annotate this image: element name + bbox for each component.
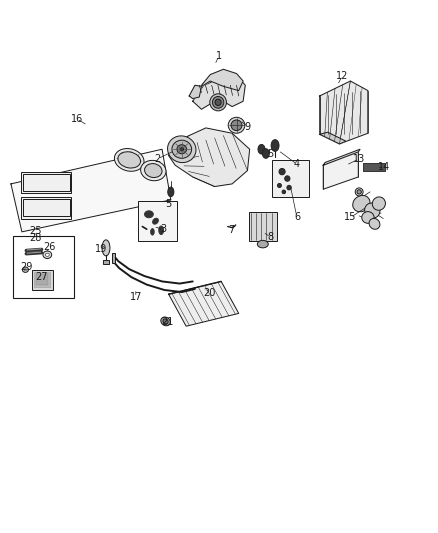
Ellipse shape [159,226,163,235]
Ellipse shape [24,269,27,271]
Text: 16: 16 [71,114,83,124]
Ellipse shape [287,185,291,190]
Ellipse shape [168,187,174,197]
Polygon shape [199,69,243,91]
Ellipse shape [357,190,361,194]
Bar [112,253,115,263]
Text: 12: 12 [336,71,349,80]
Ellipse shape [168,136,196,163]
Ellipse shape [372,197,385,211]
Polygon shape [193,77,245,109]
Text: 26: 26 [43,242,55,252]
Text: 9: 9 [244,122,251,132]
Text: 7: 7 [228,225,234,235]
Text: 19: 19 [95,245,107,254]
Bar [21,197,71,219]
Ellipse shape [22,267,28,272]
Ellipse shape [152,218,159,224]
Text: 13: 13 [353,154,365,164]
Text: 21: 21 [161,318,173,327]
Polygon shape [320,132,346,144]
Text: 2: 2 [155,154,161,164]
Text: 14: 14 [378,162,391,172]
Polygon shape [169,281,239,326]
Ellipse shape [279,168,285,175]
Ellipse shape [228,117,245,133]
Bar [103,260,109,264]
Ellipse shape [362,212,374,223]
Ellipse shape [145,211,153,217]
Ellipse shape [231,120,242,131]
Ellipse shape [365,203,380,218]
Ellipse shape [257,240,268,248]
Bar [249,212,277,241]
Text: 29: 29 [20,262,32,271]
Text: 5: 5 [268,149,274,158]
Bar [13,236,74,298]
Polygon shape [169,128,250,187]
Ellipse shape [353,196,370,212]
Ellipse shape [172,140,191,158]
Text: 25: 25 [30,226,42,236]
Text: 15: 15 [344,213,357,222]
Polygon shape [189,85,201,99]
Ellipse shape [212,96,224,108]
Polygon shape [320,81,368,144]
Ellipse shape [210,94,226,111]
Ellipse shape [282,190,286,193]
Text: 8: 8 [268,232,274,242]
Ellipse shape [355,188,363,196]
Polygon shape [323,149,360,165]
Text: 17: 17 [130,293,142,302]
Ellipse shape [43,251,52,259]
Bar [21,172,71,193]
Text: 1: 1 [216,51,222,61]
Ellipse shape [46,253,49,256]
Polygon shape [11,149,171,232]
Bar [32,270,53,290]
Bar [23,174,70,191]
Bar [23,199,70,216]
Ellipse shape [141,160,166,181]
Bar [36,274,48,285]
Ellipse shape [145,164,162,177]
Ellipse shape [215,99,221,106]
Text: 3: 3 [160,224,166,234]
Ellipse shape [258,144,265,154]
Ellipse shape [278,183,281,188]
Text: 28: 28 [30,233,42,243]
Text: 6: 6 [294,213,300,222]
Ellipse shape [369,219,380,229]
Ellipse shape [102,240,110,256]
Text: 20: 20 [203,288,215,298]
Ellipse shape [271,140,279,151]
Ellipse shape [285,176,290,181]
Bar [363,163,385,171]
Bar [272,160,309,197]
Polygon shape [323,152,358,189]
Bar [138,201,177,241]
Text: 27: 27 [35,272,48,282]
Ellipse shape [151,229,154,235]
Ellipse shape [161,317,170,326]
Ellipse shape [180,148,184,151]
Text: 4: 4 [294,159,300,169]
Text: 5: 5 [166,199,172,209]
Ellipse shape [163,319,168,324]
Ellipse shape [114,149,144,171]
Bar [34,272,50,287]
Ellipse shape [177,144,187,154]
Ellipse shape [118,152,141,168]
Ellipse shape [262,149,269,158]
